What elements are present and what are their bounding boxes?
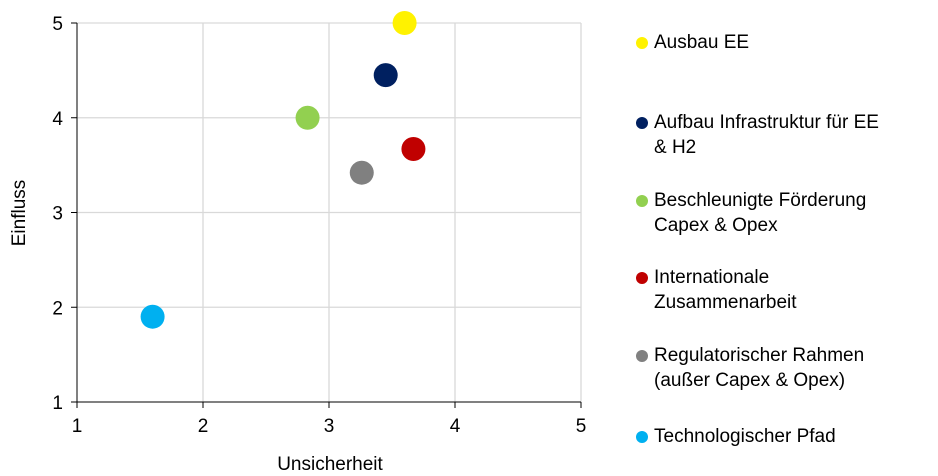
legend-label: Regulatorischer Rahmen (außer Capex & Op… (654, 345, 865, 391)
x-tick-label: 2 (198, 416, 209, 437)
data-point (140, 304, 165, 329)
data-point (392, 11, 417, 35)
legend-label: Aufbau Infrastruktur für EE & H2 (654, 112, 879, 158)
x-tick-label: 4 (450, 416, 461, 437)
legend-item: Aufbau Infrastruktur für EE & H2 (636, 110, 879, 160)
legend-label: Beschleunigte Förderung Capex & Opex (654, 190, 867, 236)
y-tick-label: 2 (52, 298, 63, 319)
legend-item: Beschleunigte Förderung Capex & Opex (636, 188, 866, 238)
x-tick-label: 3 (324, 416, 335, 437)
y-tick-label: 4 (52, 109, 63, 130)
legend-item: Internationale Zusammenarbeit (636, 265, 797, 315)
data-point (349, 160, 374, 185)
axes (71, 22, 582, 408)
y-tick-label: 1 (52, 393, 63, 414)
legend-item: Ausbau EE (636, 30, 749, 55)
legend-marker (636, 117, 648, 129)
data-point (401, 137, 426, 162)
x-tick-label: 5 (576, 416, 587, 437)
x-tick-label: 1 (72, 416, 83, 437)
data-points (140, 11, 426, 329)
legend-marker (636, 431, 648, 443)
y-axis-label: Einfluss (9, 180, 30, 247)
scatter-chart: 1 2 3 4 5 1 2 3 4 5 Unsicherheit Einfluss (9, 11, 587, 475)
data-point (373, 63, 398, 88)
grid-lines (77, 22, 582, 402)
y-tick-label: 3 (52, 204, 63, 225)
data-point (295, 105, 320, 130)
legend-marker (636, 37, 648, 49)
y-tick-label: 5 (52, 14, 63, 35)
legend-label: Internationale Zusammenarbeit (654, 267, 797, 313)
legend-marker (636, 195, 648, 207)
x-tick-labels: 1 2 3 4 5 (72, 416, 587, 437)
x-axis-label: Unsicherheit (277, 454, 383, 475)
legend-marker (636, 350, 648, 362)
y-tick-labels: 1 2 3 4 5 (52, 14, 63, 414)
legend-marker (636, 272, 648, 284)
legend-label: Ausbau EE (654, 32, 750, 53)
legend-label: Technologischer Pfad (654, 426, 836, 447)
legend-item: Technologischer Pfad (636, 424, 836, 449)
legend-item: Regulatorischer Rahmen (außer Capex & Op… (636, 343, 864, 393)
